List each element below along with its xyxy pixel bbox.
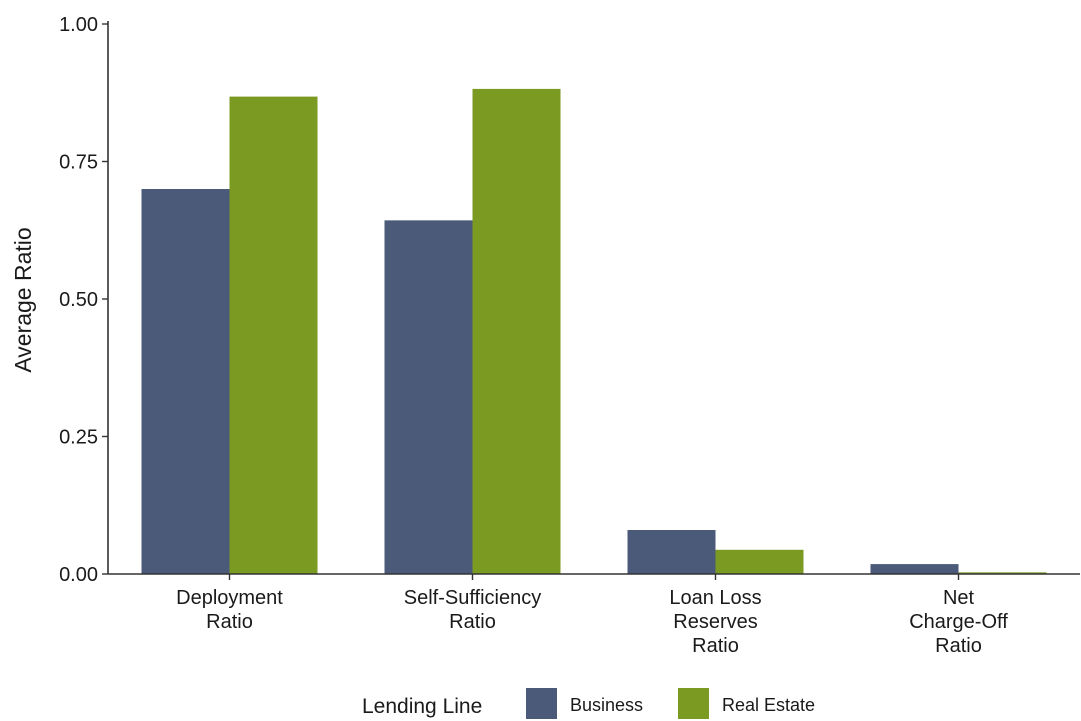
legend: Lending Line Business Real Estate [362, 688, 815, 719]
y-tick-label: 0.50 [59, 289, 98, 311]
y-tick-label: 0.00 [59, 564, 98, 586]
y-tick-label: 1.00 [59, 14, 98, 36]
x-tick-label: Net Charge-Off Ratio [909, 587, 1008, 657]
legend-key-real-estate [678, 688, 709, 719]
bar-real-estate [715, 549, 804, 574]
bar-business [870, 564, 959, 574]
x-tick-label: Deployment Ratio [176, 587, 283, 633]
legend-label: Business [570, 695, 643, 715]
bar-real-estate [229, 96, 318, 574]
y-axis-title: Average Ratio [10, 227, 36, 372]
y-axis: 0.00 0.25 0.50 0.75 1.00 [59, 14, 109, 586]
x-axis: Deployment Ratio Self-Sufficiency Ratio Loan… [108, 573, 1080, 657]
bars [141, 88, 1047, 575]
legend-title: Lending Line [362, 695, 482, 718]
bar-real-estate [958, 572, 1047, 574]
legend-key-business [526, 688, 557, 719]
bar-business [627, 530, 716, 574]
bar-business [384, 220, 473, 574]
y-tick-label: 0.25 [59, 427, 98, 449]
bar-real-estate [472, 88, 561, 575]
x-tick-label: Self-Sufficiency Ratio [404, 587, 541, 633]
y-tick-label: 0.75 [59, 152, 98, 174]
x-tick-label: Loan Loss Reserves Ratio [669, 587, 761, 657]
legend-label: Real Estate [722, 695, 815, 715]
bar-business [141, 189, 230, 574]
